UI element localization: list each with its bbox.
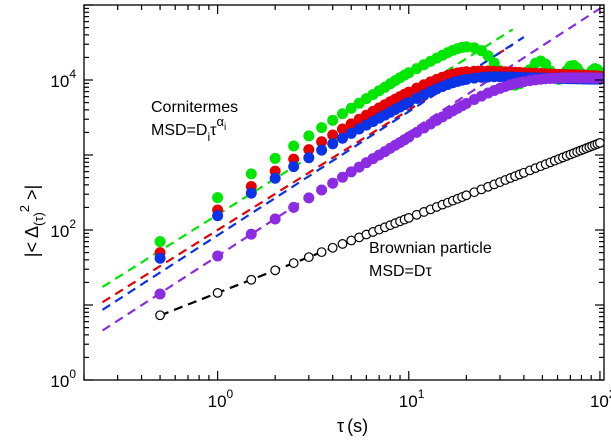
data-point bbox=[154, 236, 166, 248]
data-point bbox=[327, 177, 339, 189]
data-point bbox=[155, 310, 165, 321]
data-point bbox=[336, 132, 348, 144]
data-point bbox=[303, 252, 314, 263]
data-point bbox=[337, 239, 348, 249]
data-point bbox=[246, 274, 257, 285]
data-point bbox=[303, 192, 315, 204]
x-tick-label: 100 bbox=[208, 387, 234, 411]
data-point bbox=[245, 168, 257, 180]
data-point bbox=[327, 138, 339, 150]
annotation-cornitermes-title: Cornitermes bbox=[151, 99, 238, 116]
x-tick-label: 102 bbox=[590, 387, 611, 411]
data-point bbox=[336, 108, 348, 120]
data-point bbox=[154, 252, 166, 264]
data-point bbox=[345, 166, 357, 178]
data-point bbox=[316, 184, 328, 196]
data-point bbox=[212, 210, 224, 222]
data-point bbox=[460, 66, 472, 78]
y-tick-label: 100 bbox=[50, 367, 76, 391]
annotation-brownian-formula: MSD=Dτ bbox=[369, 263, 432, 280]
data-point bbox=[212, 287, 223, 298]
data-point bbox=[270, 265, 281, 276]
data-point bbox=[154, 288, 166, 300]
data-point bbox=[288, 140, 300, 152]
data-point bbox=[288, 201, 300, 213]
data-point bbox=[403, 131, 415, 143]
data-point bbox=[288, 161, 300, 173]
data-point bbox=[594, 72, 604, 84]
data-point bbox=[303, 130, 315, 142]
y-tick-label: 104 bbox=[50, 67, 76, 91]
data-point bbox=[403, 212, 414, 223]
y-tick-label: 102 bbox=[50, 217, 76, 241]
fit-line-3 bbox=[101, 7, 601, 332]
data-point bbox=[316, 247, 327, 258]
data-point bbox=[336, 123, 348, 135]
fit-line-2 bbox=[101, 36, 525, 311]
data-point bbox=[345, 118, 357, 130]
data-point bbox=[245, 228, 257, 240]
data-point bbox=[303, 144, 315, 156]
fit-line-1 bbox=[101, 43, 514, 304]
data-point bbox=[488, 57, 500, 69]
y-axis-title: |< Δ(τ)2 >| bbox=[17, 185, 46, 257]
data-point bbox=[595, 137, 604, 148]
data-point bbox=[316, 144, 328, 156]
data-point bbox=[346, 235, 357, 246]
x-axis-title: τ (s) bbox=[337, 416, 368, 436]
x-tick-label: 101 bbox=[399, 387, 425, 411]
data-point bbox=[245, 187, 257, 199]
data-point bbox=[461, 190, 472, 201]
data-point bbox=[303, 152, 315, 164]
data-point bbox=[460, 41, 472, 53]
data-points bbox=[154, 41, 604, 321]
data-point bbox=[269, 213, 281, 225]
data-point bbox=[269, 172, 281, 184]
plot-frame bbox=[83, 4, 605, 381]
data-point bbox=[212, 250, 224, 262]
data-point bbox=[345, 102, 357, 114]
data-point bbox=[327, 114, 339, 126]
data-point bbox=[288, 258, 299, 268]
data-point bbox=[482, 50, 494, 62]
data-point bbox=[327, 242, 338, 253]
data-point bbox=[336, 171, 348, 183]
data-point bbox=[316, 136, 328, 148]
data-point bbox=[212, 192, 224, 204]
data-point bbox=[316, 122, 328, 134]
annotation-brownian-title: Brownian particle bbox=[369, 240, 492, 257]
data-point bbox=[269, 152, 281, 164]
data-point bbox=[327, 129, 339, 141]
annotation-cornitermes-formula: MSD=Diταi bbox=[151, 114, 226, 144]
axes: 100 101 102 100 102 104 bbox=[50, 4, 611, 411]
